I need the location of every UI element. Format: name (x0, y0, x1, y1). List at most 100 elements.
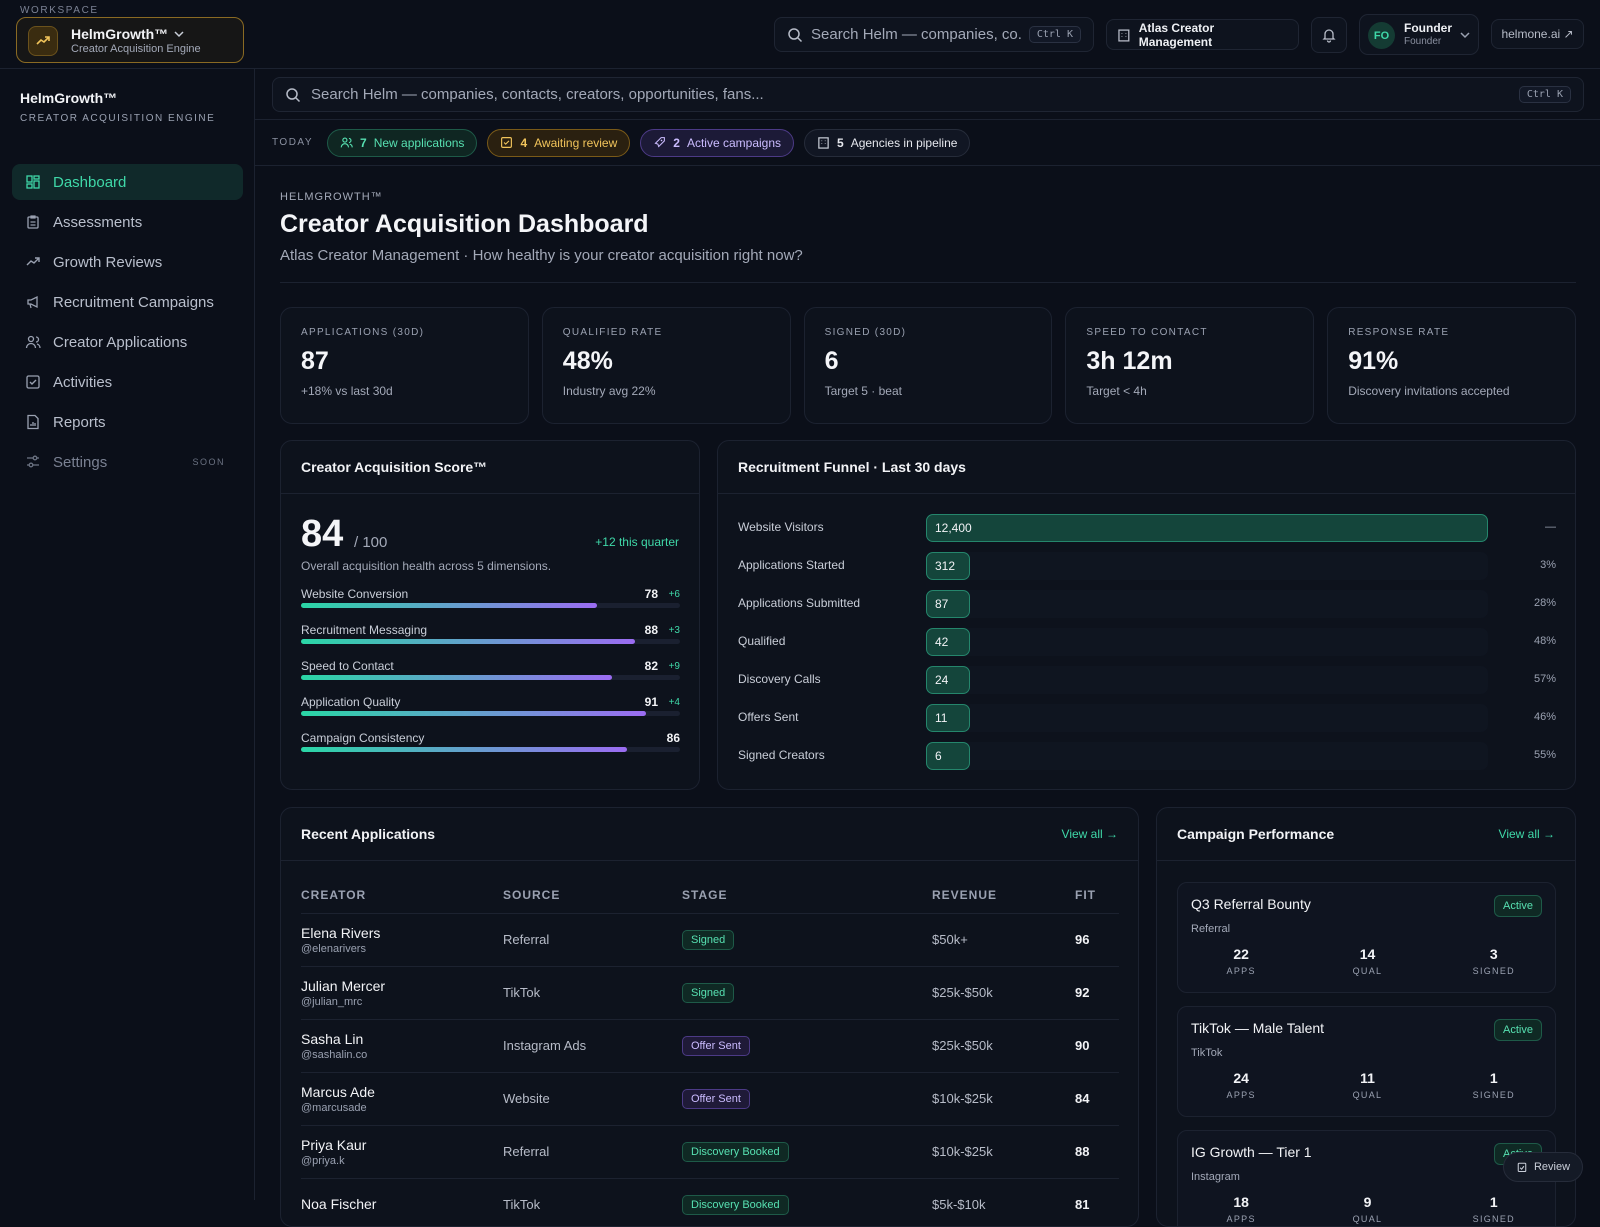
column-header-revenue[interactable]: REVENUE (932, 877, 1075, 914)
campaign-channel: Instagram (1191, 1171, 1240, 1183)
review-button[interactable]: Review (1503, 1152, 1583, 1182)
source-cell: Referral (503, 1125, 682, 1179)
dimension-value: 82 (644, 659, 658, 673)
workspace-name: HelmGrowth™ (71, 26, 169, 42)
funnel-row: Signed Creators 6 55% (738, 742, 1556, 770)
column-header-stage[interactable]: STAGE (682, 877, 932, 914)
card-header: Recent Applications View all → (281, 808, 1138, 861)
checkbox-icon (501, 137, 513, 148)
settings-icon (27, 455, 39, 468)
workspace-switcher[interactable]: HelmGrowth™ Creator Acquisition Engine (16, 17, 244, 63)
view-all-campaigns-link[interactable]: View all → (1498, 827, 1555, 841)
score-description: Overall acquisition health across 5 dime… (301, 559, 552, 573)
new-applications-chip[interactable]: 7 New applications (327, 128, 478, 157)
main-search-input[interactable]: Search Helm — companies, contacts, creat… (272, 77, 1584, 112)
funnel-bar: 12,400 (926, 514, 1488, 542)
trending-icon (26, 257, 40, 266)
awaiting-review-chip[interactable]: 4 Awaiting review (487, 128, 631, 157)
table-row[interactable]: Noa Fischer TikTok Discovery Booked $5k-… (301, 1178, 1119, 1226)
sidebar-item-settings[interactable]: Settings SOON (12, 444, 243, 480)
notifications-button[interactable] (1311, 17, 1347, 53)
fit-score: 90 (1075, 1019, 1119, 1073)
building-icon (818, 137, 829, 149)
apps-label: APPS (1226, 1090, 1256, 1100)
column-header-source[interactable]: SOURCE (503, 877, 682, 914)
campaign-item[interactable]: TikTok — Male Talent TikTok Active 24 APP… (1177, 1006, 1556, 1117)
page-subtitle: Atlas Creator Management · How healthy i… (280, 247, 803, 264)
bell-icon (1322, 29, 1336, 43)
signed-label: SIGNED (1472, 966, 1515, 976)
source-cell: TikTok (503, 966, 682, 1020)
view-all-applications-link[interactable]: View all → (1061, 827, 1118, 841)
table-row[interactable]: Julian Mercer @julian_mrc TikTok Signed $… (301, 966, 1119, 1020)
review-label: Review (1533, 1161, 1571, 1173)
external-site-link[interactable]: helmone.ai ↗ (1491, 19, 1584, 49)
page-title: Creator Acquisition Dashboard (280, 210, 649, 238)
dimension-value: 88 (644, 623, 658, 637)
sidebar-item-reports[interactable]: Reports (12, 404, 243, 440)
organization-button[interactable]: Atlas Creator Management (1106, 19, 1299, 50)
agencies-pipeline-chip[interactable]: 5 Agencies in pipeline (804, 128, 971, 157)
score-dimensions: Website Conversion 78 +6 Recruitment Mes… (301, 587, 680, 767)
creator-name: Priya Kaur (301, 1136, 367, 1153)
workspace-label: WORKSPACE (20, 5, 99, 16)
funnel-bar: 6 (926, 742, 970, 770)
funnel-bar: 87 (926, 590, 970, 618)
funnel-stage-label: Applications Started (738, 558, 845, 572)
campaign-item[interactable]: Q3 Referral Bounty Referral Active 22 APP… (1177, 882, 1556, 993)
funnel-track: 42 (926, 628, 1488, 656)
user-menu[interactable]: FO Founder Founder (1359, 14, 1479, 55)
clipboard-icon (27, 215, 39, 229)
stage-badge: Signed (682, 929, 735, 950)
dimension-value: 86 (666, 731, 680, 745)
sidebar-item-growth-reviews[interactable]: Growth Reviews (12, 244, 243, 280)
funnel-row: Qualified 42 48% (738, 628, 1556, 656)
table-row[interactable]: Marcus Ade @marcusade Website Offer Sent … (301, 1072, 1119, 1126)
qual-label: QUAL (1352, 1214, 1383, 1224)
stage-badge: Offer Sent (682, 1088, 750, 1109)
sidebar-item-label: Dashboard (53, 173, 127, 191)
dimension-label: Application Quality (301, 695, 401, 709)
campaign-name: Q3 Referral Bounty (1191, 896, 1311, 912)
top-search-input[interactable]: Search Helm — companies, co... Ctrl K (774, 17, 1094, 52)
dimension-bar (301, 639, 635, 644)
campaign-item[interactable]: IG Growth — Tier 1 Instagram Active 18AP… (1177, 1130, 1556, 1226)
table-row[interactable]: Sasha Lin @sashalin.co Instagram Ads Offe… (301, 1019, 1119, 1073)
campaign-name: TikTok — Male Talent (1191, 1020, 1325, 1036)
qual-label: QUAL (1352, 966, 1383, 976)
sidebar-item-label: Growth Reviews (53, 253, 163, 271)
signed-count: 1 (1489, 1070, 1498, 1086)
campaign-channel: Referral (1191, 923, 1231, 935)
card-title: Recruitment Funnel · Last 30 days (718, 441, 1575, 494)
sidebar-item-label: Settings (53, 453, 108, 471)
revenue-cell: $5k-$10k (932, 1178, 1075, 1226)
card-title: Recent Applications (301, 826, 436, 842)
revenue-cell: $10k-$25k (932, 1125, 1075, 1179)
building-icon (1118, 28, 1130, 42)
sidebar-item-creator-applications[interactable]: Creator Applications (12, 324, 243, 360)
card-title: Campaign Performance (1177, 826, 1335, 842)
table-row[interactable]: Elena Rivers @elenarivers Referral Signed… (301, 913, 1119, 967)
sidebar-item-assessments[interactable]: Assessments (12, 204, 243, 240)
active-campaigns-chip[interactable]: 2 Active campaigns (640, 128, 795, 157)
column-header-fit[interactable]: FIT (1075, 877, 1119, 914)
top-bar: WORKSPACE HelmGrowth™ Creator Acquisitio… (0, 0, 1600, 69)
funnel-conversion: — (1545, 521, 1556, 533)
stage-badge: Discovery Booked (682, 1141, 789, 1162)
fit-score: 84 (1075, 1072, 1119, 1126)
sidebar-item-recruitment-campaigns[interactable]: Recruitment Campaigns (12, 284, 243, 320)
qual-count: 11 (1360, 1070, 1375, 1086)
trending-up-icon (28, 26, 58, 56)
funnel-conversion: 28% (1533, 597, 1556, 609)
kpi-value: 6 (824, 347, 839, 375)
today-label: TODAY (272, 137, 314, 148)
sidebar-item-activities[interactable]: Activities (12, 364, 243, 400)
status-badge: Active (1494, 895, 1542, 917)
chip-count: 7 (360, 135, 367, 150)
sidebar-item-label: Assessments (53, 213, 143, 231)
sidebar-item-dashboard[interactable]: Dashboard (12, 164, 243, 200)
table-row[interactable]: Priya Kaur @priya.k Referral Discovery Bo… (301, 1125, 1119, 1179)
fit-score: 88 (1075, 1125, 1119, 1179)
column-header-creator[interactable]: CREATOR (301, 877, 503, 914)
users-icon (25, 335, 41, 349)
